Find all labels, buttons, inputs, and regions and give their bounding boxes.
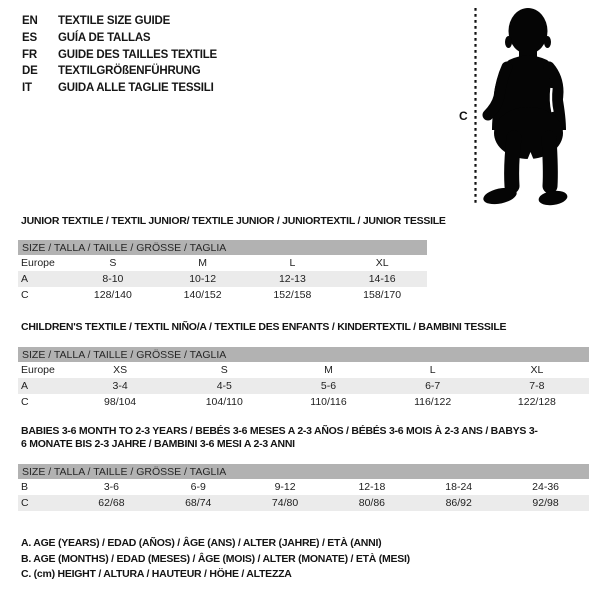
row-label: B [21,481,29,493]
language-list: EN TEXTILE SIZE GUIDE ES GUÍA DE TALLAS FR GU… [22,13,217,97]
language-code: DE [22,65,38,78]
size-value-cell: 12-13 [278,273,306,285]
table-row: A 3-4 4-5 5-6 6-7 7-8 [18,378,589,394]
size-value-cell: 140/152 [183,289,222,301]
size-value-cell: 128/140 [93,289,132,301]
size-table-header: SIZE / TALLA / TAILLE / GRÖSSE / TAGLIA [18,464,589,479]
row-label: Europe [21,257,55,269]
size-value-cell: 14-16 [368,273,396,285]
toddler-body [482,8,568,206]
size-value-cell: 12-18 [358,481,386,493]
size-value-cell: 4-5 [216,380,232,392]
size-value-cell: 80/86 [358,497,386,509]
size-table-header: SIZE / TALLA / TAILLE / GRÖSSE / TAGLIA [18,240,427,255]
junior-table-title: JUNIOR TEXTILE / TEXTIL JUNIOR/ TEXTILE … [21,215,446,227]
size-value-cell: 8-10 [102,273,124,285]
language-row: EN TEXTILE SIZE GUIDE [22,13,217,30]
table-row: Europe XS S M L XL [18,362,589,378]
language-code: ES [22,31,37,44]
language-label: GUÍA DE TALLAS [58,31,151,44]
size-value-cell: XS [113,364,128,376]
language-row: IT GUIDA ALLE TAGLIE TESSILI [22,80,217,97]
size-value-cell: 9-12 [274,481,296,493]
table-row: B 3-6 6-9 9-12 12-18 18-24 24-36 [18,479,589,495]
size-value-cell: 98/104 [104,396,137,408]
language-label: TEXTILE SIZE GUIDE [58,15,171,27]
table-row: A 8-10 10-12 12-13 14-16 [18,271,427,287]
row-label: C [21,396,29,408]
table-row: C 62/68 68/74 74/80 80/86 86/92 92/98 [18,495,589,511]
size-table-header: SIZE / TALLA / TAILLE / GRÖSSE / TAGLIA [18,347,589,362]
size-value-cell: 104/110 [205,396,243,408]
size-value-cell: 6-7 [425,380,441,392]
size-value-cell: 92/98 [532,497,559,509]
row-label: A [21,380,29,392]
size-value-cell: S [109,257,117,269]
language-row: DE TEXTILGRÖßENFÜHRUNG [22,63,217,80]
table-row: Europe S M L XL [18,255,427,271]
size-value-cell: 6-9 [190,481,206,493]
measure-legend: A. AGE (YEARS) / EDAD (AÑOS) / ÂGE (ANS)… [21,536,410,583]
toddler-silhouette: C [459,8,568,206]
language-code: FR [22,48,37,61]
language-label: GUIDE DES TAILLES TEXTILE [58,48,217,61]
junior-size-table: SIZE / TALLA / TAILLE / GRÖSSE / TAGLIA E… [18,240,427,303]
toddler-head [508,8,548,54]
children-size-table: SIZE / TALLA / TAILLE / GRÖSSE / TAGLIA E… [18,347,589,410]
table-row: C 98/104 104/110 110/116 116/122 122/128 [18,394,589,410]
height-label: C [459,109,468,123]
size-value-cell: 122/128 [517,396,556,408]
language-row: FR GUIDE DES TAILLES TEXTILE [22,47,217,64]
size-value-cell: 7-8 [529,380,545,392]
size-value-cell: XL [530,364,544,376]
language-row: ES GUÍA DE TALLAS [22,30,217,47]
size-value-cell: 158/170 [363,289,402,301]
size-value-cell: 116/122 [414,396,452,408]
size-value-cell: 86/92 [445,497,472,509]
leg-gap [521,152,540,175]
size-value-cell: 74/80 [271,497,299,509]
size-value-cell: 10-12 [189,273,217,285]
row-label: C [21,289,29,301]
size-value-cell: L [429,364,436,376]
children-table-title: CHILDREN'S TEXTILE / TEXTIL NIÑO/A / TEX… [21,321,507,333]
babies-size-table: SIZE / TALLA / TAILLE / GRÖSSE / TAGLIA B… [18,464,589,511]
size-value-cell: XL [375,257,389,269]
size-value-cell: 62/68 [98,497,125,509]
size-value-cell: M [324,364,333,376]
legend-line-c: C. (cm) HEIGHT / ALTURA / HAUTEUR / HÖHE… [21,568,292,580]
size-value-cell: 18-24 [445,481,473,493]
language-code: IT [22,82,32,95]
table-row: C 128/140 140/152 152/158 158/170 [18,287,427,303]
language-label: GUIDA ALLE TAGLIE TESSILI [58,82,214,95]
size-value-cell: 3-4 [112,380,128,392]
size-value-cell: M [198,257,207,269]
size-value-cell: S [220,364,228,376]
size-value-cell: L [289,257,296,269]
size-value-cell: 152/158 [273,289,312,301]
size-value-cell: 110/116 [310,396,347,408]
row-label: C [21,497,29,509]
size-value-cell: 68/74 [185,497,212,509]
size-value-cell: 24-36 [532,481,559,493]
row-label: A [21,273,29,285]
row-label: Europe [21,364,55,376]
legend-line-b: B. AGE (MONTHS) / EDAD (MESES) / ÂGE (MO… [21,552,410,565]
language-code: EN [22,15,38,27]
language-label: TEXTILGRÖßENFÜHRUNG [58,65,201,78]
babies-table-title: BABIES 3-6 MONTH TO 2-3 YEARS / BEBÉS 3-… [21,425,538,450]
legend-line-a: A. AGE (YEARS) / EDAD (AÑOS) / ÂGE (ANS)… [21,537,382,549]
size-value-cell: 5-6 [320,380,337,392]
size-value-cell: 3-6 [103,481,119,493]
